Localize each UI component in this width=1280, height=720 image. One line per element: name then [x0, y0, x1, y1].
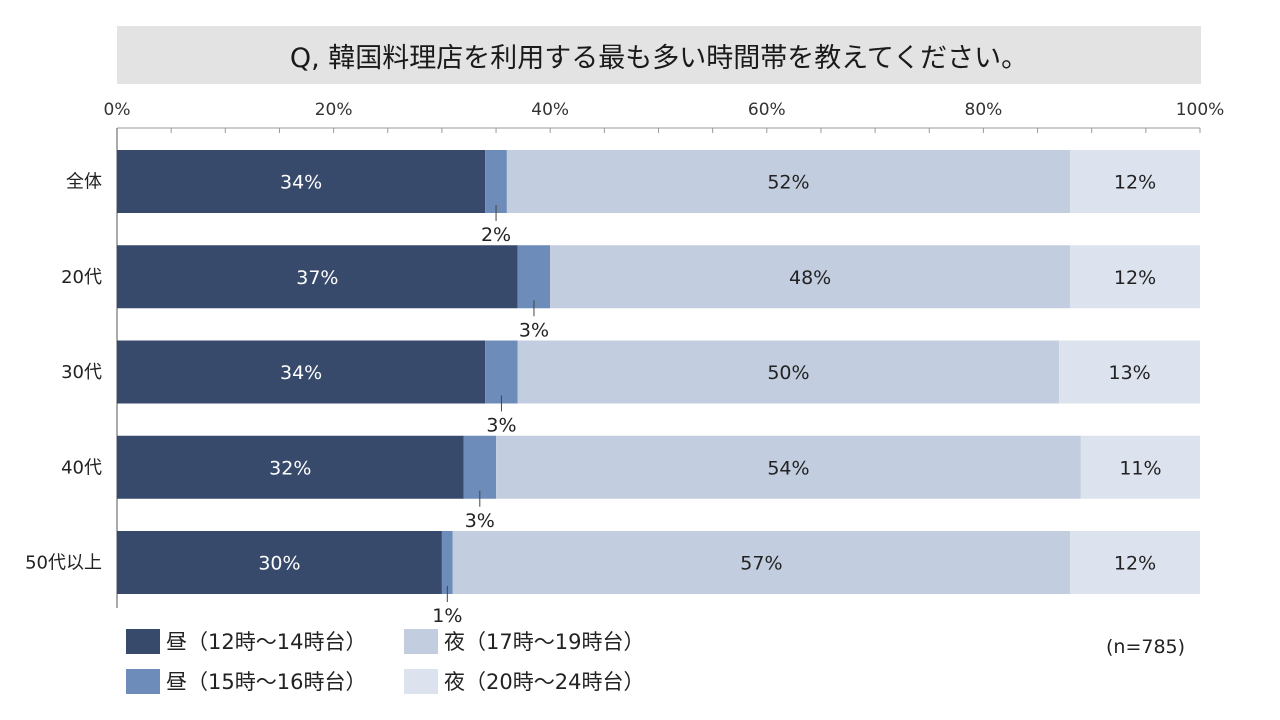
- bar-segment: [1080, 435, 1200, 499]
- data-label: 34%: [280, 362, 322, 384]
- data-label: 1%: [432, 605, 462, 627]
- x-tick-label: 100%: [1176, 100, 1225, 120]
- data-label: 12%: [1114, 172, 1156, 194]
- chart-title: Q, 韓国料理店を利用する最も多い時間帯を教えてください。: [117, 26, 1201, 84]
- legend-item-dinner-17-19: 夜（17時～19時台）: [404, 626, 704, 656]
- data-label: 32%: [269, 457, 311, 479]
- data-label: 57%: [740, 553, 782, 575]
- x-tick-label: 0%: [104, 100, 131, 120]
- bar-segment: [1070, 245, 1200, 309]
- bar-segment: [517, 245, 551, 309]
- category-label: 50代以上: [25, 553, 102, 574]
- data-label: 3%: [519, 319, 549, 341]
- legend-item-lunch-12-14: 昼（12時～14時台）: [126, 626, 404, 656]
- bar-segment: [1059, 340, 1200, 404]
- category-label: 30代: [61, 362, 102, 383]
- data-label: 3%: [465, 510, 495, 532]
- bar-segment: [117, 150, 486, 213]
- data-label: 50%: [767, 362, 809, 384]
- x-tick-label: 80%: [965, 100, 1003, 120]
- data-label: 3%: [486, 415, 516, 437]
- data-label: 12%: [1114, 553, 1156, 575]
- category-label: 全体: [66, 172, 102, 193]
- data-label: 48%: [789, 267, 831, 289]
- legend-label-afternoon-15-16: 昼（15時～16時台）: [166, 670, 367, 694]
- legend-swatch-night-20-24: [404, 668, 438, 694]
- legend-swatch-lunch-12-14: [126, 628, 160, 654]
- x-tick-label: 60%: [748, 100, 786, 120]
- data-label: 34%: [280, 172, 322, 194]
- data-label: 2%: [481, 224, 511, 246]
- bar-segment: [117, 531, 442, 594]
- x-tick-label: 20%: [315, 100, 353, 120]
- legend-swatch-afternoon-15-16: [126, 668, 160, 694]
- bar-segment: [463, 435, 497, 499]
- data-label: 37%: [296, 267, 338, 289]
- bar-segment: [550, 245, 1071, 309]
- bar-segment: [506, 150, 1071, 213]
- bar-segment: [441, 531, 453, 594]
- sample-size-note: (n=785): [1106, 636, 1186, 658]
- legend-item-night-20-24: 夜（20時～24時台）: [404, 666, 704, 696]
- data-label: 12%: [1114, 267, 1156, 289]
- category-label: 20代: [61, 267, 102, 288]
- bar-segment: [117, 435, 464, 499]
- legend-label-dinner-17-19: 夜（17時～19時台）: [444, 630, 645, 654]
- data-label: 54%: [767, 457, 809, 479]
- bar-segment: [485, 340, 518, 404]
- legend-item-afternoon-15-16: 昼（15時～16時台）: [126, 666, 404, 696]
- x-tick-label: 40%: [531, 100, 569, 120]
- legend-swatch-dinner-17-19: [404, 628, 438, 654]
- bar-segment: [517, 340, 1060, 404]
- bar-segment: [452, 531, 1071, 594]
- data-label: 11%: [1119, 457, 1161, 479]
- data-label: 52%: [767, 172, 809, 194]
- bar-segment: [485, 150, 507, 213]
- bar-segment: [496, 435, 1081, 499]
- legend: 昼（12時～14時台） 夜（17時～19時台） 昼（15時～16時台） 夜（20…: [126, 626, 704, 696]
- bar-segment: [117, 245, 518, 309]
- data-label: 30%: [258, 553, 300, 575]
- bar-segment: [117, 340, 486, 404]
- data-label: 13%: [1108, 362, 1150, 384]
- legend-label-lunch-12-14: 昼（12時～14時台）: [166, 630, 367, 654]
- bar-segment: [1070, 150, 1200, 213]
- category-label: 40代: [61, 457, 102, 478]
- legend-label-night-20-24: 夜（20時～24時台）: [444, 670, 645, 694]
- chart-title-text: Q, 韓国料理店を利用する最も多い時間帯を教えてください。: [289, 42, 1029, 74]
- bar-segment: [1070, 531, 1200, 594]
